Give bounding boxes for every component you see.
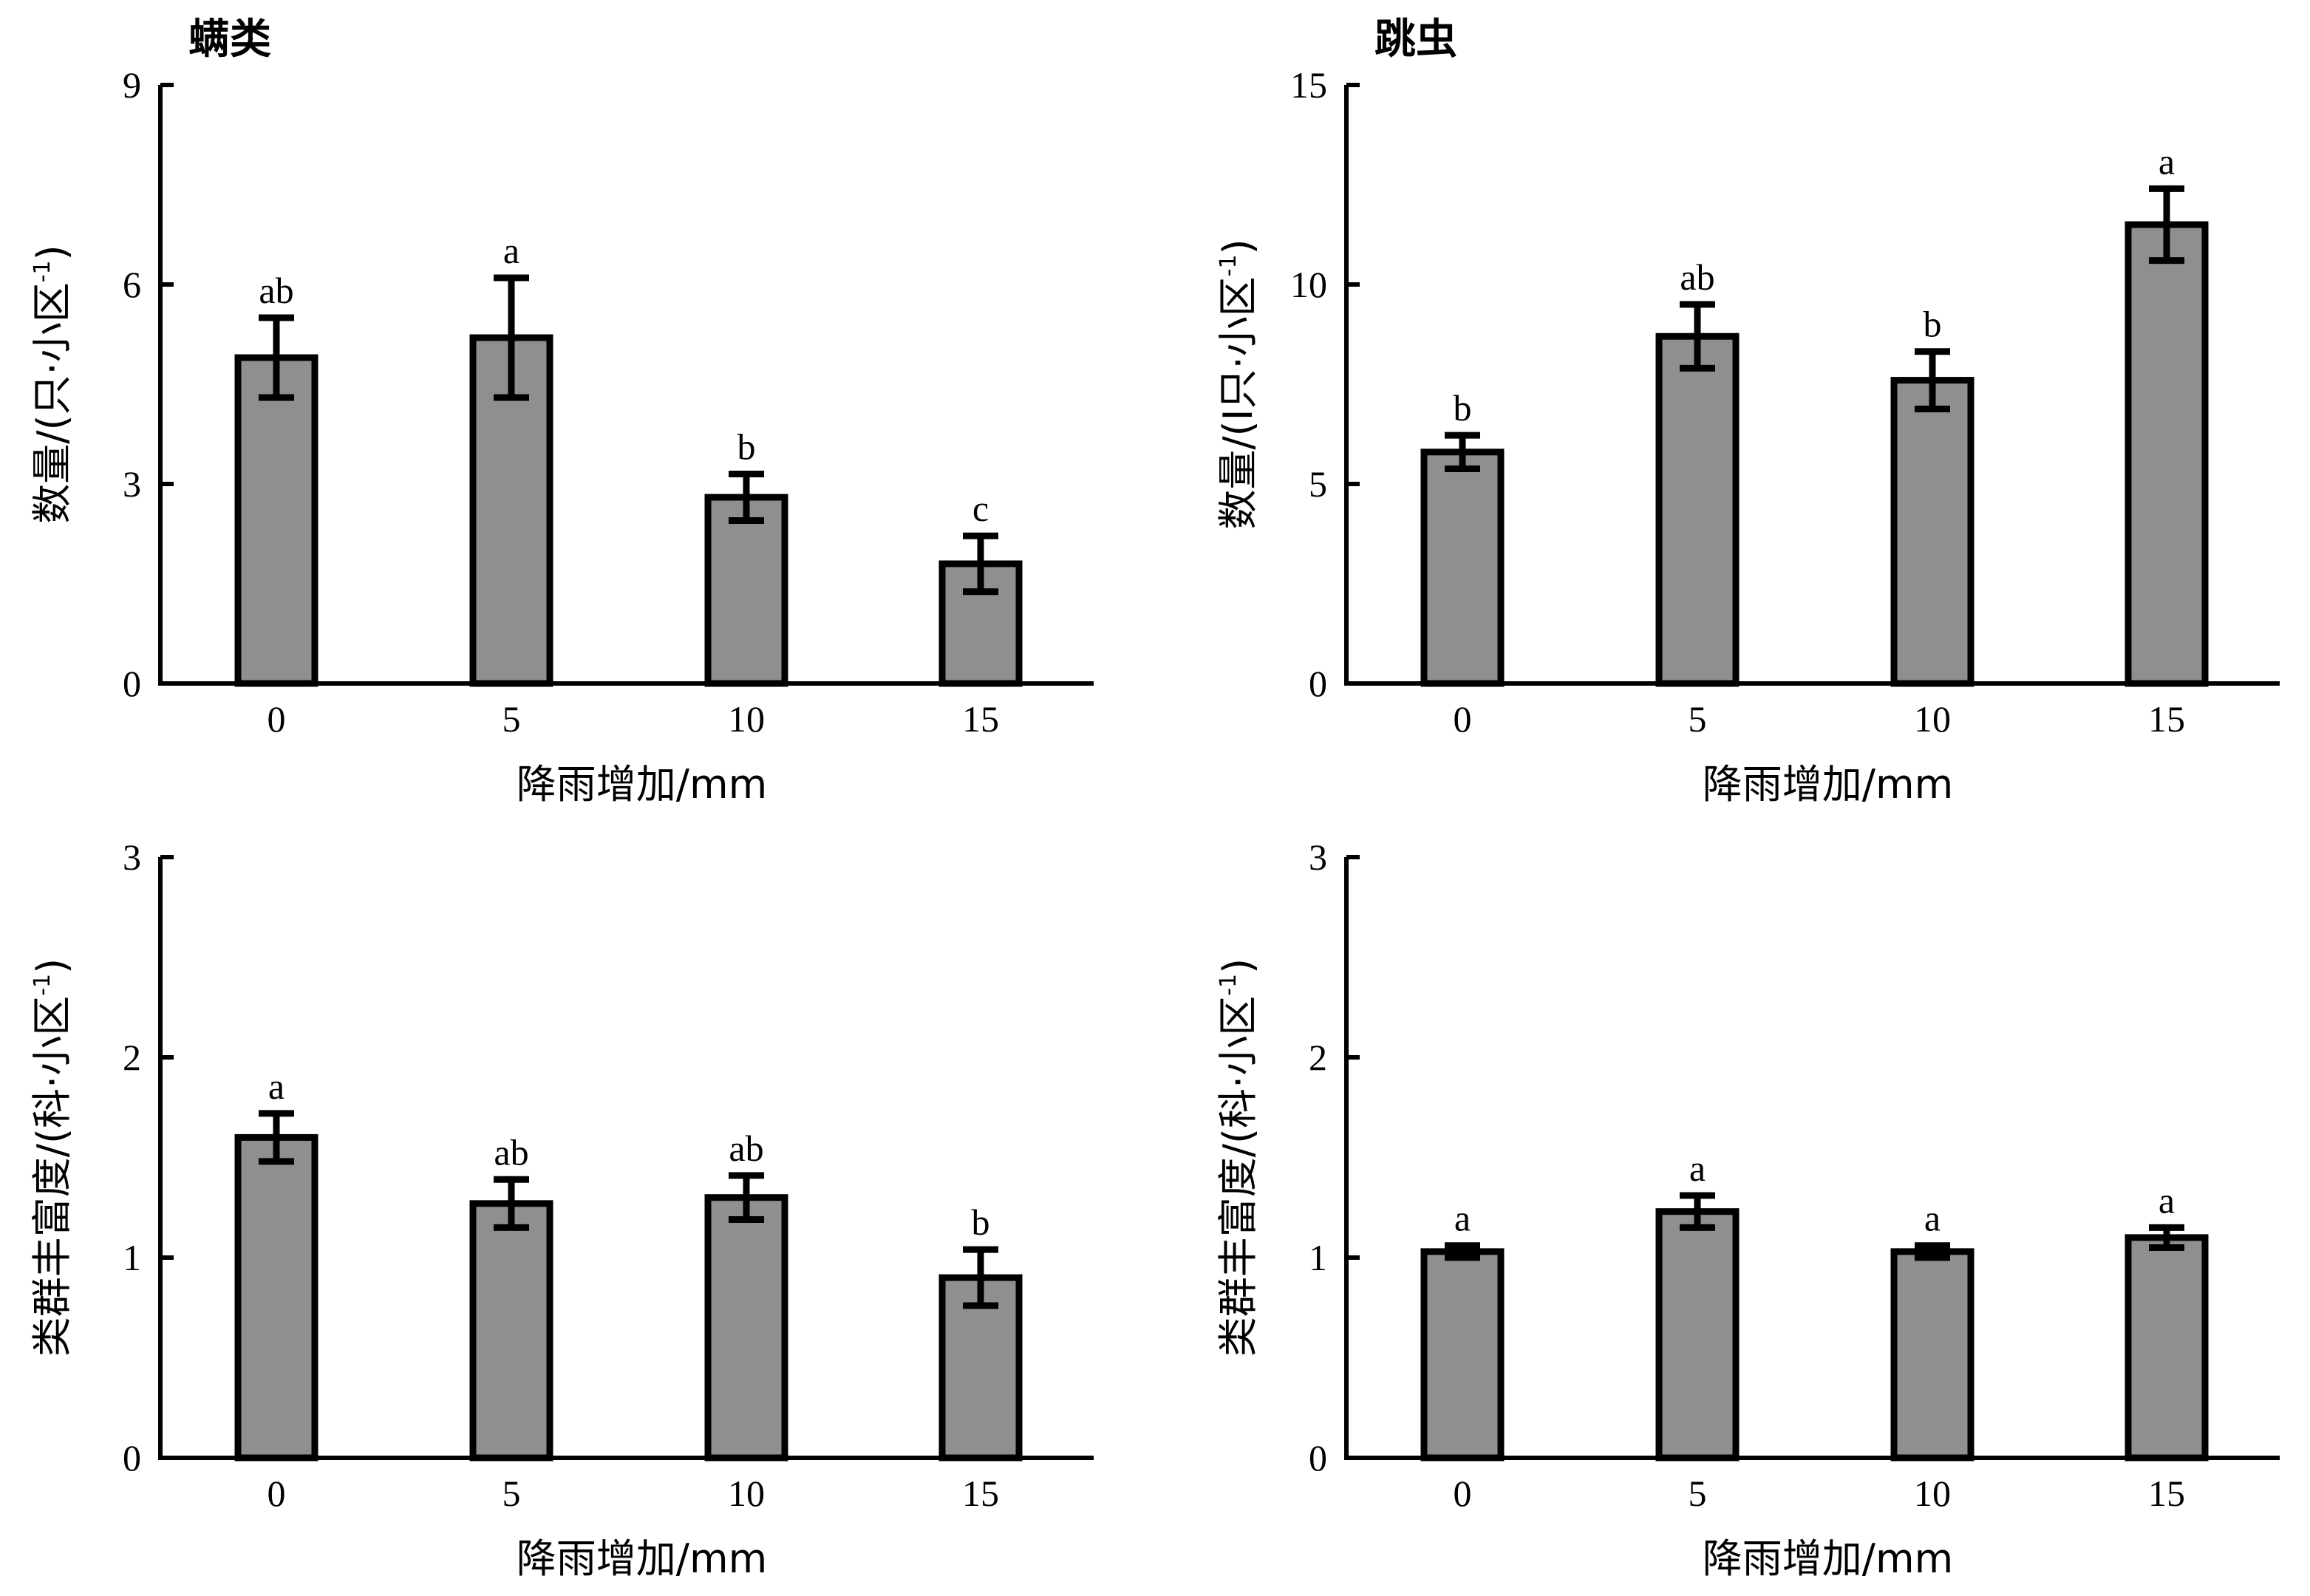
- bar: [704, 1194, 788, 1462]
- bar: [234, 354, 318, 687]
- y-tick-label: 5: [1309, 463, 1327, 505]
- y-tick-label: 15: [1290, 64, 1327, 106]
- y-tick-label: 2: [123, 1037, 141, 1078]
- x-axis-title: 降雨增加/mm: [1703, 761, 1953, 808]
- x-tick-label: 15: [962, 698, 999, 740]
- bar: [1655, 332, 1740, 687]
- y-tick-label: 3: [123, 463, 141, 505]
- x-tick-label: 15: [962, 1473, 999, 1514]
- x-tick-label: 5: [502, 698, 521, 740]
- significance-letter: a: [2159, 140, 2175, 182]
- significance-letter: b: [972, 1201, 990, 1243]
- significance-letter: b: [1924, 304, 1942, 345]
- y-tick-label: 3: [1309, 836, 1327, 878]
- y-tick-label: 0: [1309, 663, 1327, 704]
- y-tick-label: 9: [123, 64, 141, 106]
- y-tick-label: 6: [123, 264, 141, 305]
- significance-letter: a: [1924, 1198, 1941, 1239]
- y-tick-label: 3: [123, 836, 141, 878]
- chart-panel-1: 0 3 6 9 ab 0 a 5 b 10 c 15 降雨增加/mm 数量/(只·小区-1) 螨类: [29, 16, 1094, 808]
- significance-letter: a: [503, 230, 519, 271]
- panel-title: 跳虫: [1374, 16, 1457, 64]
- x-tick-label: 10: [728, 698, 765, 740]
- x-axis-title: 降雨增加/mm: [517, 1535, 767, 1582]
- x-tick-label: 0: [1454, 698, 1472, 740]
- x-tick-label: 0: [1454, 1473, 1472, 1514]
- significance-letter: c: [972, 488, 989, 529]
- significance-letter: b: [737, 426, 756, 468]
- y-tick-label: 0: [123, 1437, 141, 1479]
- chart-panel-4: 0 1 2 3 a 0 a 5 a 10 a 15 降雨增加/mm 类群丰富度/(科·小区-1): [1215, 836, 2280, 1582]
- y-axis-title: 数量/(I只·小区-1): [1215, 239, 1261, 529]
- bar: [1890, 1248, 1975, 1462]
- x-tick-label: 5: [502, 1473, 521, 1514]
- bar: [1420, 1248, 1505, 1462]
- x-tick-label: 10: [1914, 698, 1951, 740]
- chart-panel-3: 0 1 2 3 a 0 ab 5 ab 10 b 15 降雨增加/mm 类群丰富度/(科·小区-1): [29, 836, 1094, 1582]
- bar: [1655, 1208, 1740, 1462]
- significance-letter: ab: [1680, 256, 1714, 298]
- x-axis-title: 降雨增加/mm: [517, 761, 767, 808]
- y-tick-label: 2: [1309, 1037, 1327, 1078]
- x-tick-label: 0: [268, 698, 286, 740]
- x-tick-label: 15: [2148, 1473, 2185, 1514]
- y-axis-title: 数量/(只·小区-1): [29, 245, 75, 523]
- significance-letter: a: [268, 1065, 285, 1107]
- bar: [469, 1200, 553, 1462]
- y-tick-label: 1: [123, 1237, 141, 1278]
- x-axis-title: 降雨增加/mm: [1703, 1535, 1953, 1582]
- y-axis-title: 类群丰富度/(科·小区-1): [29, 958, 75, 1357]
- significance-letter: a: [2159, 1179, 2175, 1221]
- y-tick-label: 1: [1309, 1237, 1327, 1278]
- significance-letter: ab: [494, 1131, 528, 1173]
- bar: [234, 1133, 318, 1462]
- y-tick-label: 0: [123, 663, 141, 704]
- significance-letter: b: [1454, 387, 1472, 429]
- y-tick-label: 10: [1290, 264, 1327, 305]
- x-tick-label: 5: [1689, 1473, 1707, 1514]
- y-tick-label: 0: [1309, 1437, 1327, 1479]
- y-axis-title: 类群丰富度/(科·小区-1): [1215, 958, 1261, 1357]
- bar: [1890, 377, 1975, 687]
- significance-letter: ab: [259, 270, 293, 311]
- significance-letter: a: [1454, 1198, 1471, 1239]
- significance-letter: a: [1689, 1147, 1706, 1189]
- x-tick-label: 5: [1689, 698, 1707, 740]
- bar: [1420, 449, 1505, 687]
- x-tick-label: 10: [1914, 1473, 1951, 1514]
- bar: [2125, 1234, 2209, 1462]
- bar: [2125, 221, 2209, 687]
- x-tick-label: 0: [268, 1473, 286, 1514]
- significance-letter: ab: [729, 1128, 763, 1169]
- x-tick-label: 10: [728, 1473, 765, 1514]
- x-tick-label: 15: [2148, 698, 2185, 740]
- bar: [704, 494, 788, 687]
- chart-panel-2: 0 5 10 15 b 0 ab 5 b 10 a 15 降雨增加/mm 数量/(I只·小区-1) 跳虫: [1215, 16, 2280, 808]
- panel-title: 螨类: [188, 16, 271, 64]
